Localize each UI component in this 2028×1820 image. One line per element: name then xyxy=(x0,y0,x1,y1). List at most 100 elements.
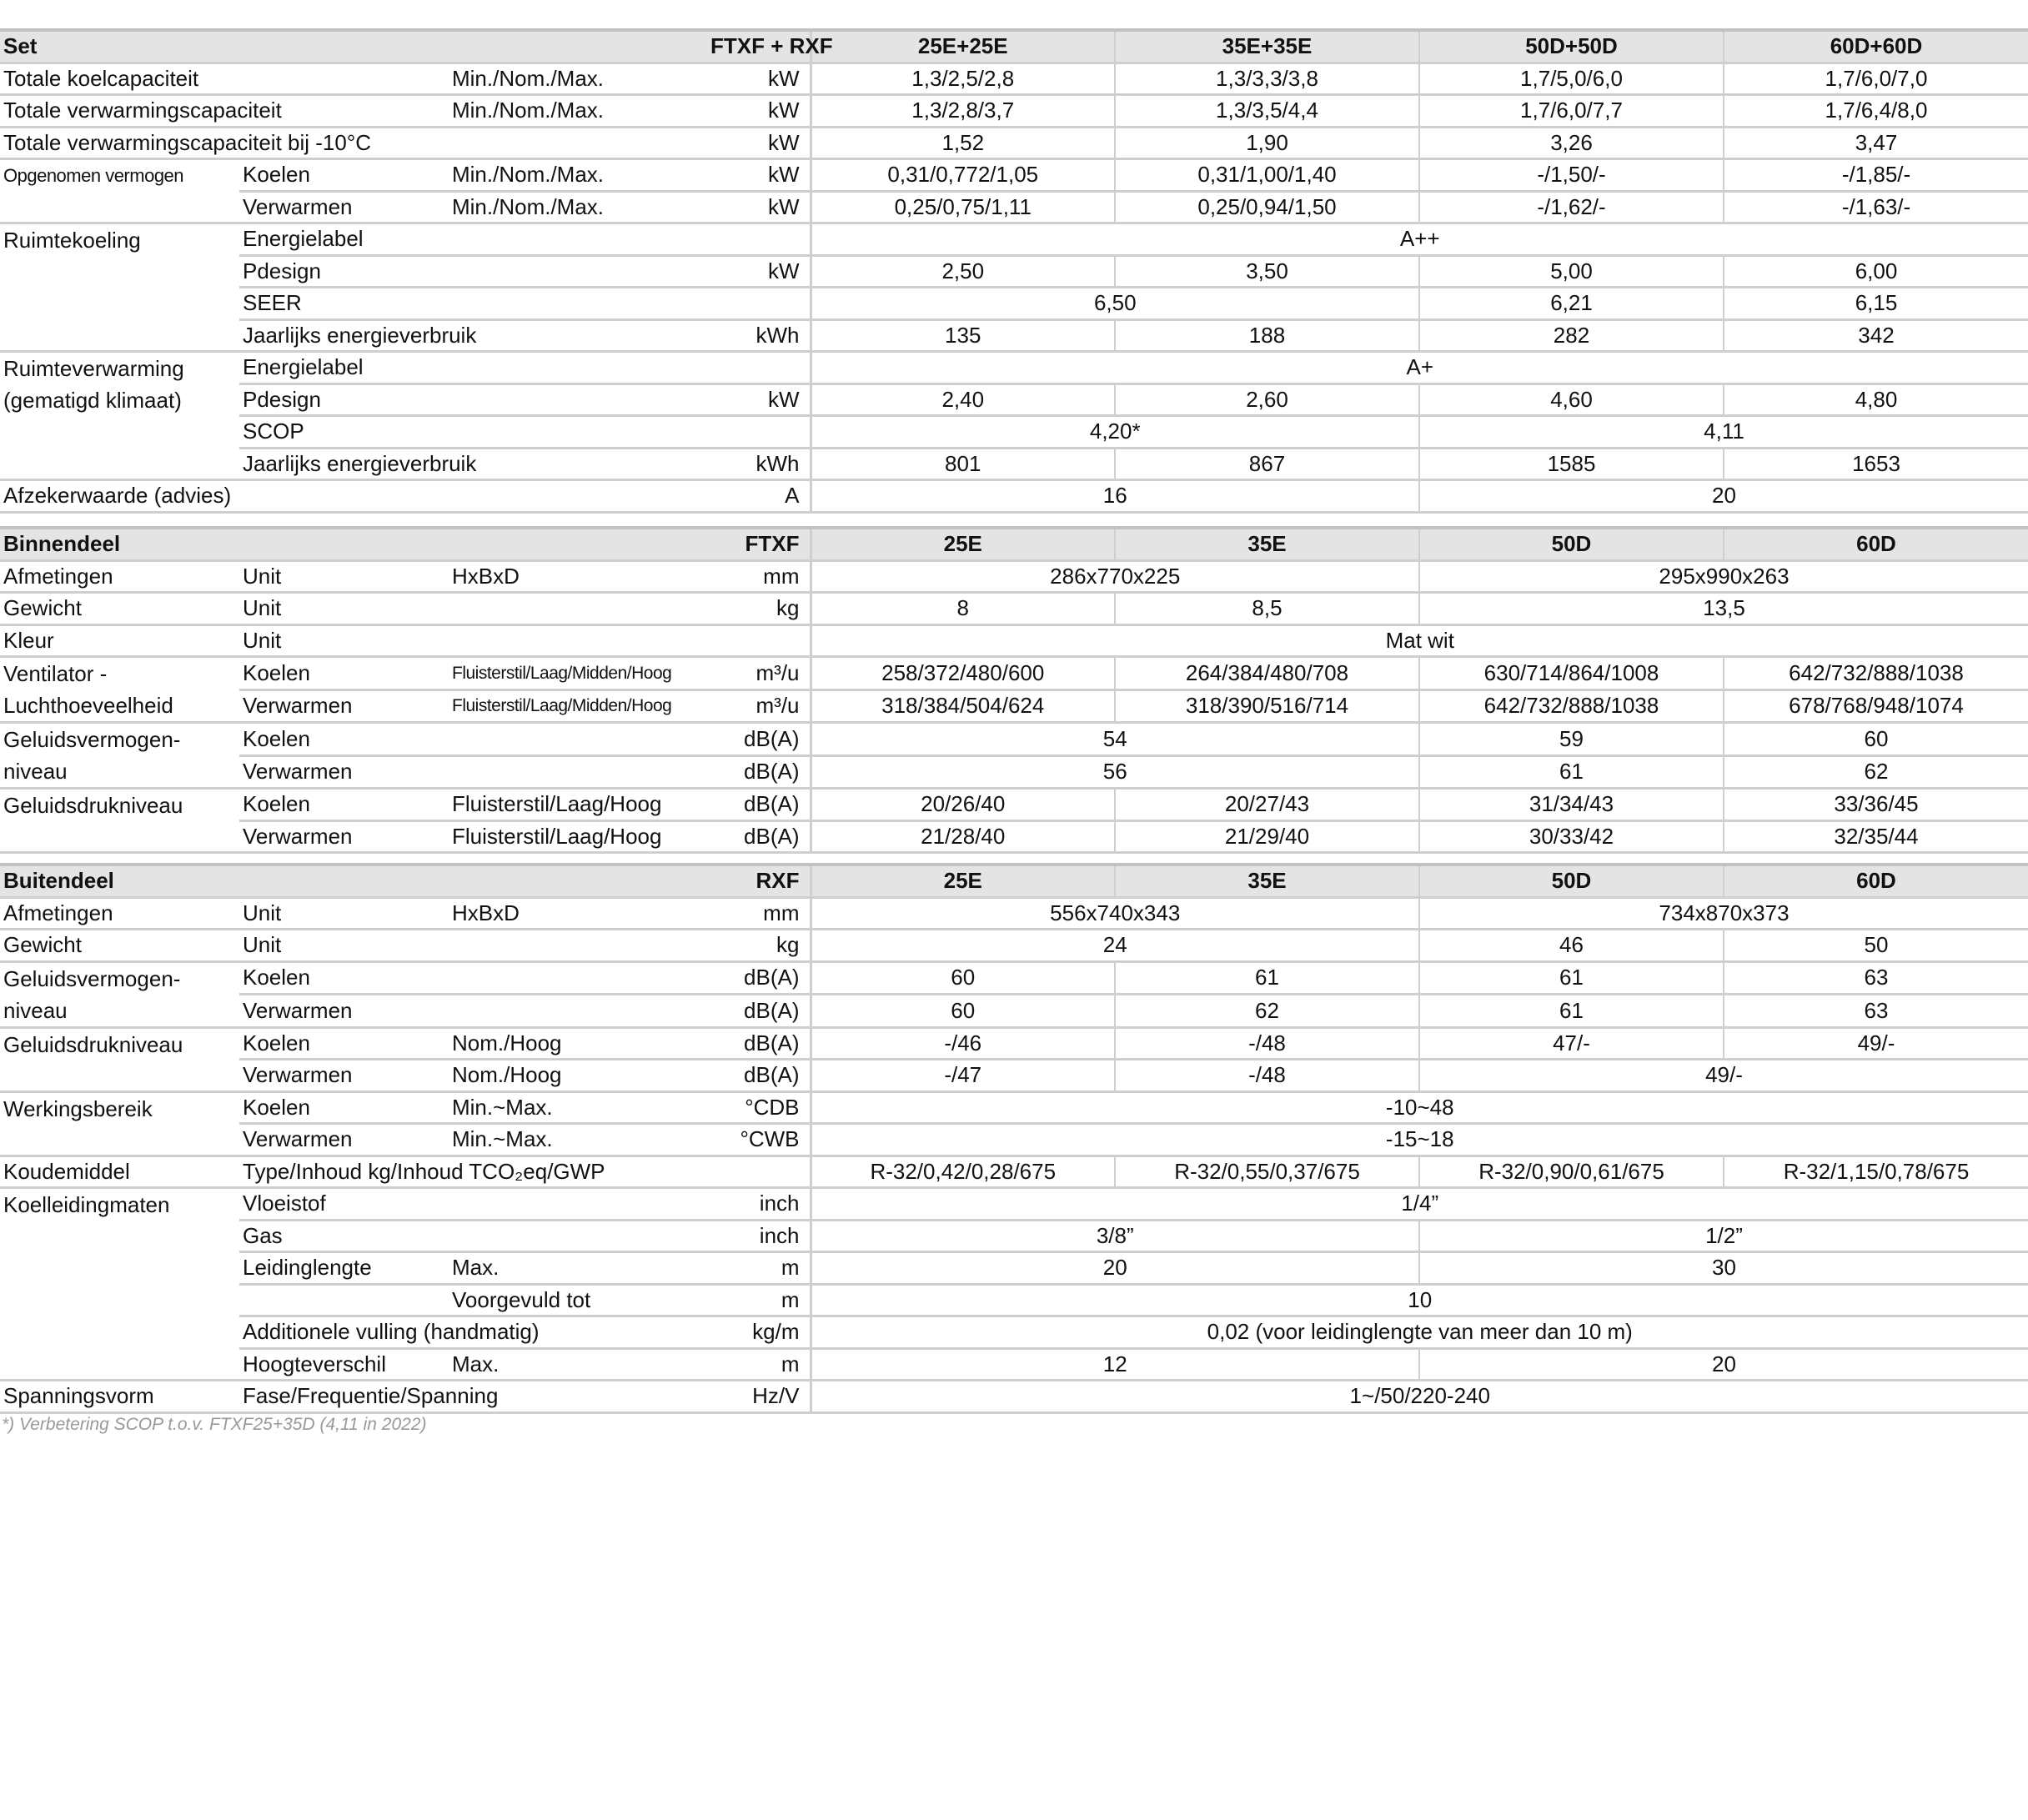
row-sub-label: Verwarmen xyxy=(239,689,449,724)
table-row: Kleur Unit Mat wit xyxy=(0,624,2028,658)
table-row: Geluidsvermogen-niveau Koelen dB(A) 60 61 61 6… xyxy=(0,961,2028,1029)
value-cell: 1,3/3,3/3,8 xyxy=(1115,63,1420,96)
row-spec-label: Min.~Max. xyxy=(449,1091,707,1125)
header-spacer xyxy=(239,863,449,899)
row-sub-label: Gas xyxy=(239,1220,449,1253)
row-spec-label xyxy=(449,755,707,790)
value-cell: -/48 xyxy=(1115,1027,1420,1060)
value-cell: -/46 xyxy=(811,1027,1116,1060)
row-sub-label: Koelen xyxy=(239,1027,449,1060)
row-spec-label xyxy=(449,351,707,385)
row-sub-label xyxy=(239,1284,449,1317)
row-spec-label xyxy=(449,592,707,626)
value-cell: 31/34/43 xyxy=(1419,788,1724,822)
model-column-header: 35E xyxy=(1115,863,1420,899)
row-group-label: Werkingsbereik xyxy=(0,1091,239,1157)
table-row: Afmetingen Unit HxBxD mm 286x770x225 295x990x… xyxy=(0,560,2028,594)
value-cell: 8 xyxy=(811,592,1116,626)
value-cell: 4,11 xyxy=(1419,415,2028,449)
value-cell: -/1,63/- xyxy=(1724,191,2028,224)
value-cell: 47/- xyxy=(1419,1027,1724,1060)
row-spec-label: Min./Nom./Max. xyxy=(449,63,707,96)
value-cell: 24 xyxy=(811,929,1420,963)
value-cell: 62 xyxy=(1115,994,1420,1029)
row-unit: dB(A) xyxy=(707,994,812,1029)
row-spec-label: Fluisterstil/Laag/Hoog xyxy=(449,820,707,854)
value-cell: 1,7/6,0/7,7 xyxy=(1419,94,1724,128)
value-cell: 6,00 xyxy=(1724,255,2028,288)
row-sub-label: Verwarmen xyxy=(239,1123,449,1157)
row-spec-label xyxy=(449,624,707,658)
value-cell: 30/33/42 xyxy=(1419,820,1724,854)
row-spec-label xyxy=(449,1220,707,1253)
row-unit xyxy=(707,351,812,385)
row-sub-label: Verwarmen xyxy=(239,994,449,1029)
model-column-header: 35E+35E xyxy=(1115,28,1420,64)
value-cell: 135 xyxy=(811,319,1116,353)
row-group-label: Geluidsvermogen-niveau xyxy=(0,961,239,1029)
row-spec-label xyxy=(449,1156,707,1189)
row-unit: mm xyxy=(707,897,812,930)
value-cell: Mat wit xyxy=(811,624,2028,658)
row-spec-label xyxy=(449,1380,707,1414)
table-row: Geluidsdrukniveau Koelen Fluisterstil/Laag… xyxy=(0,788,2028,854)
row-sub-label: Hoogteverschil xyxy=(239,1348,449,1381)
value-cell: 1,7/5,0/6,0 xyxy=(1419,63,1724,96)
row-group-label: Spanningsvorm xyxy=(0,1380,239,1414)
value-cell: 30 xyxy=(1419,1251,2028,1286)
row-spec-label: Max. xyxy=(449,1251,707,1286)
table-row: SEER 6,50 6,21 6,15 xyxy=(0,287,2028,321)
row-sub-label: Koelen xyxy=(239,722,449,757)
row-sub-label: SEER xyxy=(239,287,449,321)
value-cell: 61 xyxy=(1419,755,1724,790)
row-spec-label: Min./Nom./Max. xyxy=(449,191,707,224)
row-unit: A xyxy=(707,479,812,514)
row-spec-label: Max. xyxy=(449,1348,707,1381)
row-spec-label: Min./Nom./Max. xyxy=(449,158,707,193)
value-cell: 4,20* xyxy=(811,415,1420,449)
table-row: Gas inch 3/8” 1/2” xyxy=(0,1220,2028,1253)
row-unit: inch xyxy=(707,1187,812,1221)
row-sub-label xyxy=(239,127,449,160)
row-unit: m xyxy=(707,1284,812,1317)
value-cell: 188 xyxy=(1115,319,1420,353)
value-cell: 0,31/0,772/1,05 xyxy=(811,158,1116,193)
value-cell: 1653 xyxy=(1724,448,2028,481)
row-group-label: Totale verwarmingscapaciteit bij -10°C xyxy=(0,127,371,160)
row-spec-label xyxy=(449,1187,707,1221)
value-cell: 630/714/864/1008 xyxy=(1419,656,1724,691)
row-unit: dB(A) xyxy=(707,820,812,854)
value-cell: 342 xyxy=(1724,319,2028,353)
row-spec-label: Fluisterstil/Laag/Midden/Hoog xyxy=(449,656,707,691)
row-spec-label xyxy=(449,319,707,353)
row-sub-label: Energielabel xyxy=(239,351,449,385)
value-cell: R-32/0,42/0,28/675 xyxy=(811,1156,1116,1189)
value-cell: 60 xyxy=(1724,722,2028,757)
row-unit xyxy=(707,415,812,449)
section-title: Buitendeel xyxy=(0,863,239,899)
value-cell: 33/36/45 xyxy=(1724,788,2028,822)
model-column-header: 25E xyxy=(811,863,1116,899)
row-sub-label: Fase/Frequentie/Spanning xyxy=(239,1380,498,1414)
model-column-header: 25E xyxy=(811,526,1116,562)
table-row: Additionele vulling (handmatig) kg/m 0,02 … xyxy=(0,1316,2028,1350)
value-cell: 61 xyxy=(1419,961,1724,995)
row-sub-label xyxy=(239,479,449,514)
row-spec-label: HxBxD xyxy=(449,897,707,930)
value-cell: 1~/50/220-240 xyxy=(811,1380,2028,1414)
value-cell: 8,5 xyxy=(1115,592,1420,626)
value-cell: 282 xyxy=(1419,319,1724,353)
row-unit: kW xyxy=(707,191,812,224)
model-column-header: 25E+25E xyxy=(811,28,1116,64)
value-cell: 0,02 (voor leidinglengte van meer dan 10… xyxy=(811,1316,2028,1350)
row-spec-label xyxy=(449,127,707,160)
header-spacer xyxy=(239,28,449,64)
model-column-header: 50D xyxy=(1419,863,1724,899)
row-sub-label: Unit xyxy=(239,929,449,963)
section-header-row: Set FTXF + RXF 25E+25E 35E+35E 50D+50D 60D+60… xyxy=(0,28,2028,64)
row-unit: inch xyxy=(707,1220,812,1253)
value-cell: 32/35/44 xyxy=(1724,820,2028,854)
row-spec-label xyxy=(449,415,707,449)
row-spec-label: Fluisterstil/Laag/Midden/Hoog xyxy=(449,689,707,724)
row-sub-label: Additionele vulling (handmatig) xyxy=(239,1316,540,1350)
